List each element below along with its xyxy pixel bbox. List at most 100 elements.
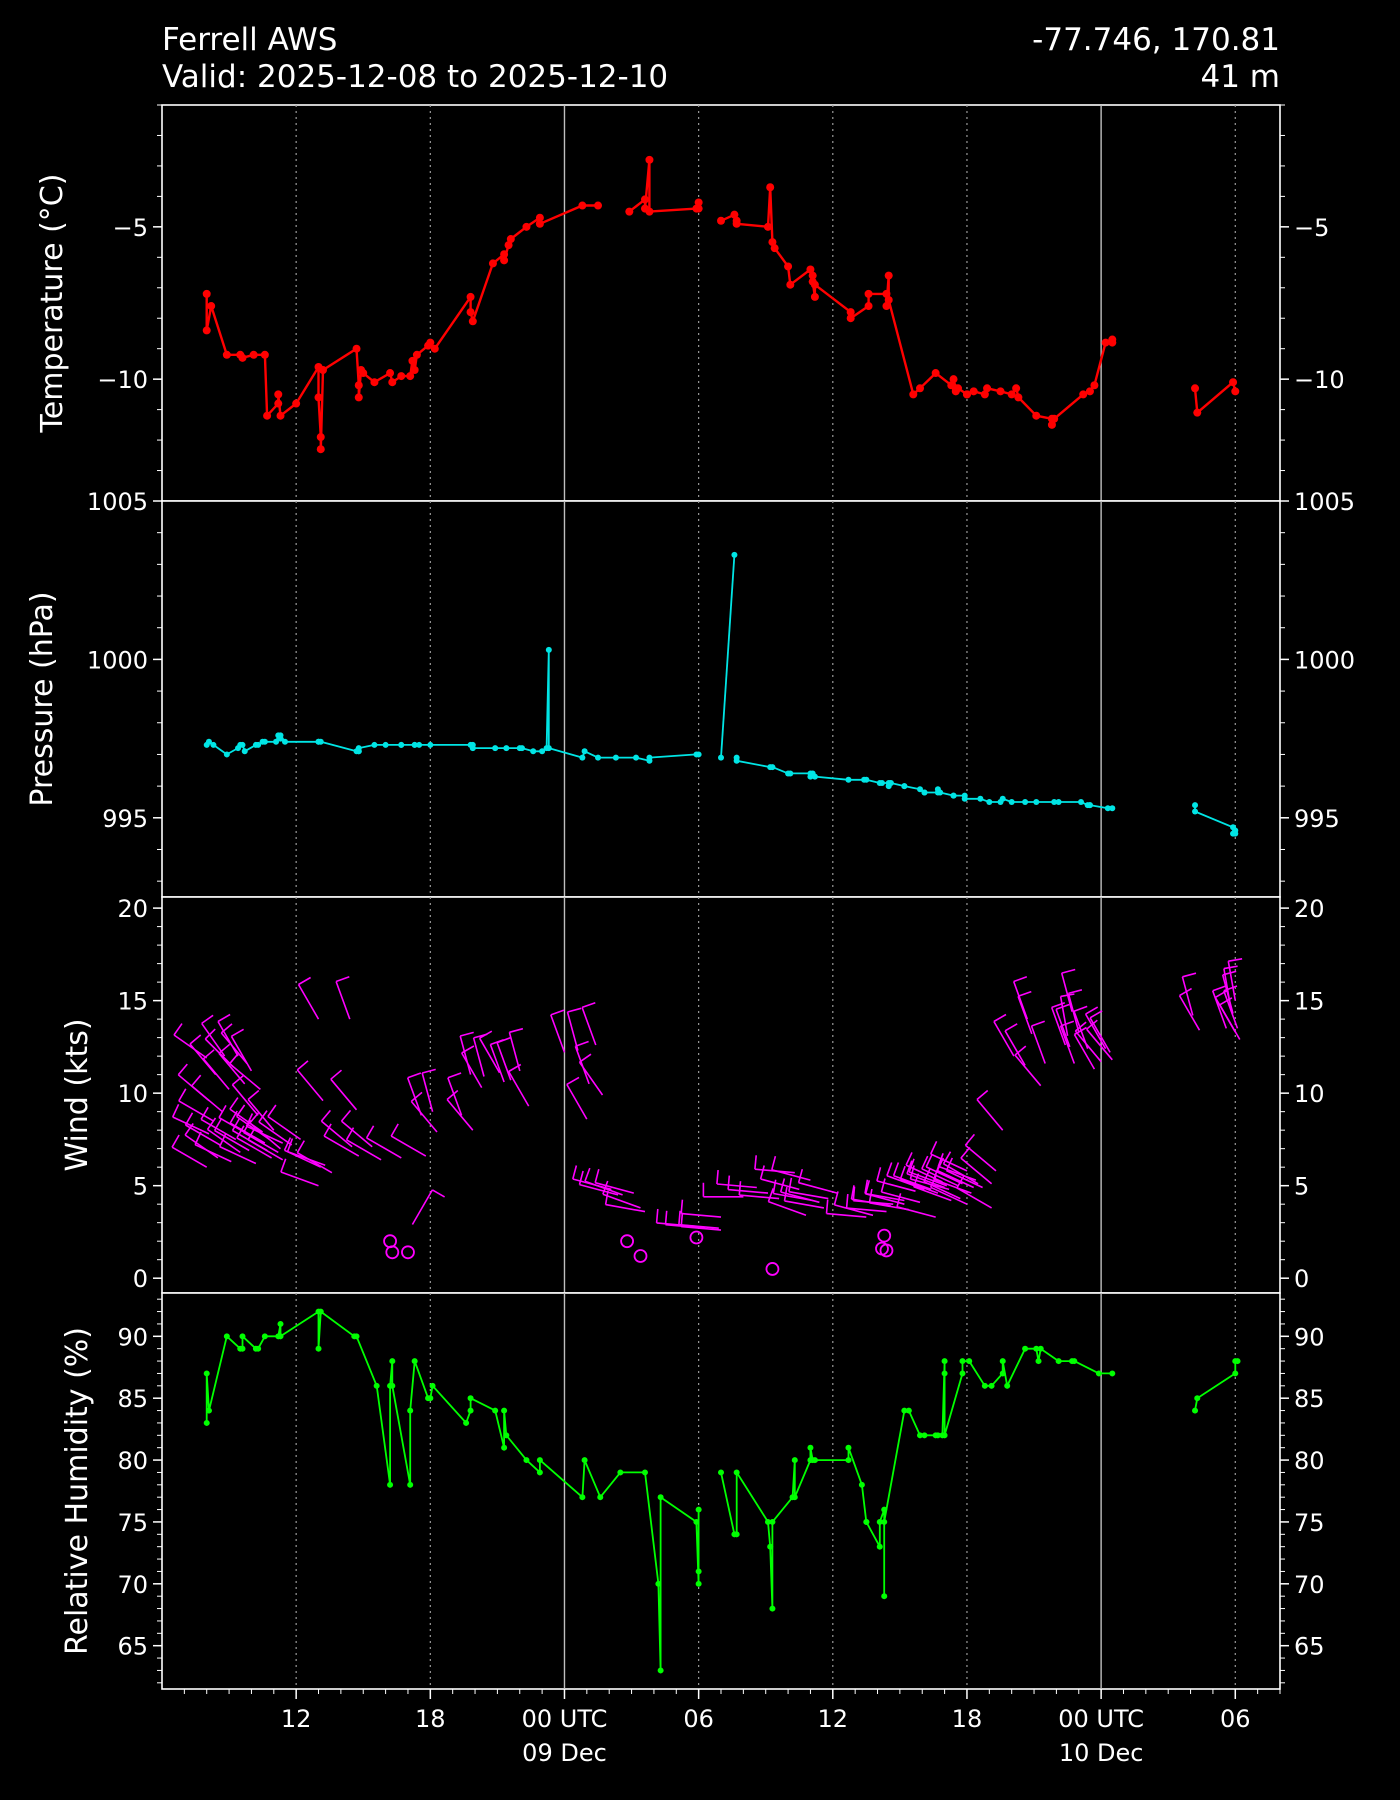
wind-barb <box>912 1173 952 1202</box>
humidity-data-point <box>769 1518 776 1525</box>
wind-barb <box>759 1165 800 1191</box>
pressure-data-point <box>205 738 212 745</box>
humidity-data-point <box>203 1370 210 1377</box>
temperature-data-point <box>1079 390 1088 399</box>
temperature-data-point <box>276 411 285 420</box>
wind-barb <box>578 1053 604 1096</box>
wind-barb <box>421 1068 436 1112</box>
wind-barb <box>929 1140 968 1172</box>
pressure-panel: 995 995 1000 1000 1005 1005 Pressure (hPa) <box>25 488 1355 898</box>
wind-barb <box>899 1165 939 1194</box>
temperature-data-point <box>810 280 819 289</box>
wind-barb <box>320 1109 353 1148</box>
humidity-data-point <box>277 1333 284 1340</box>
humidity-data-point <box>901 1407 908 1414</box>
pressure-data-point <box>273 738 280 745</box>
humidity-data-point <box>863 1518 870 1525</box>
temperature-data-point <box>222 350 231 359</box>
pressure-data-point <box>695 751 702 758</box>
wind-barb <box>406 1072 423 1116</box>
temperature-data-point <box>732 219 741 228</box>
pressure-data-point <box>733 757 740 764</box>
temperature-data-point <box>314 393 323 402</box>
humidity-data-point <box>536 1469 543 1476</box>
temperature-data-point <box>954 384 963 393</box>
pressure-ytick-label: 1005 <box>1294 488 1355 516</box>
temperature-data-point <box>488 259 497 268</box>
wind-barb <box>880 1178 921 1204</box>
pressure-data-point <box>277 732 284 739</box>
pressure-data-point <box>811 773 818 780</box>
pressure-data-point <box>1077 798 1084 805</box>
wind-barb <box>245 1113 284 1144</box>
temperature-data-point <box>426 338 435 347</box>
pressure-data-point <box>545 646 552 653</box>
station-coordinates: -77.746, 170.81 <box>1032 22 1280 58</box>
temperature-data-point <box>1014 393 1023 402</box>
pressure-data-point <box>937 789 944 796</box>
wind-barb <box>905 1152 943 1183</box>
wind-barb <box>578 1170 619 1196</box>
pressure-data-point <box>595 754 602 761</box>
humidity-data-point <box>503 1432 510 1439</box>
wind-barb <box>345 1127 382 1161</box>
humidity-data-point <box>492 1407 499 1414</box>
humidity-data-point <box>959 1370 966 1377</box>
humidity-data-point <box>876 1543 883 1550</box>
humidity-data-point <box>981 1382 988 1389</box>
wind-barb <box>1227 958 1243 1001</box>
humidity-data-point <box>941 1432 948 1439</box>
humidity-data-point <box>315 1345 322 1352</box>
wind-barb <box>365 1125 402 1159</box>
pressure-data-point <box>255 741 262 748</box>
humidity-data-point <box>463 1419 470 1426</box>
temperature-data-point <box>468 317 477 326</box>
time-tick-label: 00 UTC <box>522 1705 608 1733</box>
pressure-ytick-label: 995 <box>1294 805 1340 833</box>
wind-barb <box>496 1037 512 1081</box>
humidity-data-point <box>239 1333 246 1340</box>
humidity-data-point <box>1234 1358 1241 1365</box>
humidity-data-point <box>791 1457 798 1464</box>
humidity-data-point <box>1037 1345 1044 1352</box>
wind-barb <box>550 1009 566 1053</box>
wind-barb <box>247 1089 275 1131</box>
temperature-data-point <box>786 280 795 289</box>
humidity-data-point <box>657 1667 664 1674</box>
temperature-data-point <box>884 295 893 304</box>
time-tick-date-label: 10 Dec <box>1059 1739 1144 1767</box>
pressure-data-point <box>241 748 248 755</box>
humidity-data-point <box>467 1395 474 1402</box>
wind-barb <box>1211 985 1228 1029</box>
wind-plot-area <box>161 896 1281 1294</box>
wind-barb <box>267 1104 302 1141</box>
pressure-data-point <box>612 754 619 761</box>
humidity-ytick-label: 65 <box>117 1633 148 1661</box>
humidity-ytick-label: 85 <box>1294 1385 1325 1413</box>
wind-barb <box>1219 997 1241 1040</box>
wind-ytick-label: 10 <box>117 1080 148 1108</box>
wind-barb <box>716 1170 757 1189</box>
wind-barb <box>191 1074 223 1113</box>
time-tick-label: 00 UTC <box>1058 1705 1144 1733</box>
wind-barb <box>779 1178 820 1204</box>
temperature-data-point <box>846 314 855 323</box>
pressure-data-point <box>718 754 724 761</box>
wind-barb <box>280 1158 319 1187</box>
temperature-data-point <box>522 222 531 231</box>
pressure-data-point <box>878 779 885 786</box>
humidity-data-point <box>581 1457 588 1464</box>
humidity-data-point <box>845 1444 852 1451</box>
pressure-data-point <box>845 776 852 783</box>
wind-barb <box>1030 1020 1046 1064</box>
humidity-ytick-label: 90 <box>117 1323 148 1351</box>
humidity-data-point <box>733 1531 740 1538</box>
wind-barb <box>184 1123 219 1159</box>
humidity-ytick-label: 75 <box>1294 1509 1325 1537</box>
pressure-data-point <box>977 795 984 802</box>
humidity-data-point <box>695 1580 702 1587</box>
wind-barb <box>330 1069 358 1111</box>
wind-barb <box>508 1063 530 1107</box>
humidity-data-point <box>881 1506 888 1513</box>
temperature-data-point <box>962 390 971 399</box>
